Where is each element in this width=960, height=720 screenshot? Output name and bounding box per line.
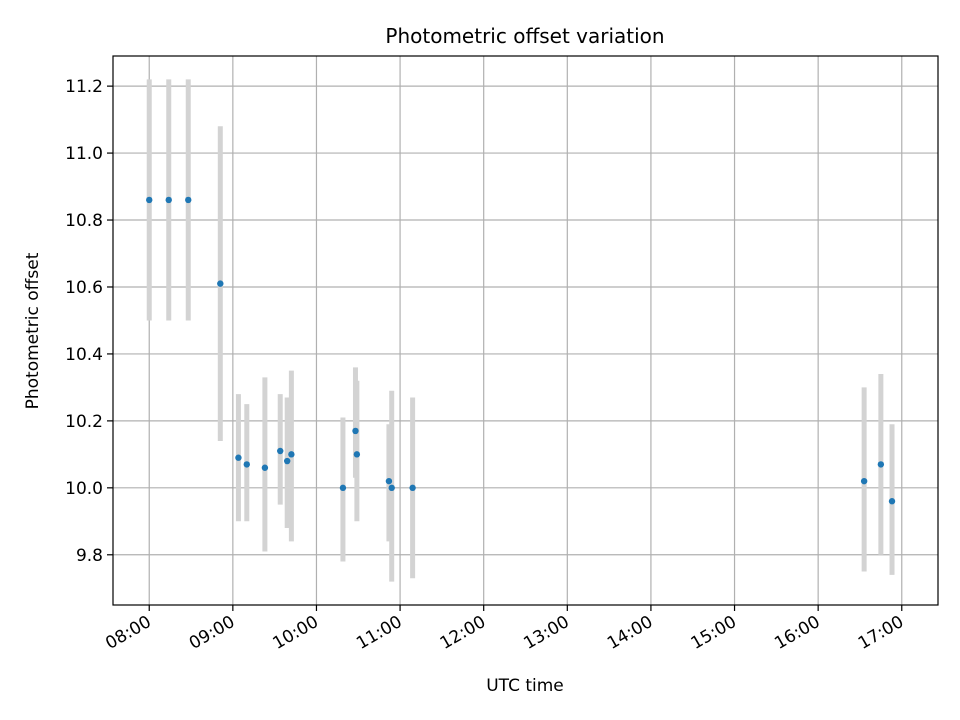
y-axis-label: Photometric offset [23,252,43,409]
data-point [235,454,242,461]
data-point [243,461,250,468]
x-axis-label: UTC time [486,676,564,696]
data-point [877,461,885,468]
data-point [409,484,416,492]
data-point [288,451,295,458]
data-point [353,451,361,458]
data-point [385,477,393,485]
y-tick-label: 9.8 [76,546,103,566]
y-tick-label: 11.2 [65,77,103,97]
y-tick-label: 10.0 [65,479,103,499]
data-point [165,196,172,204]
data-point [185,196,192,204]
data-point [261,464,269,471]
y-axis-ticks: 9.8 10.0 10.2 10.4 10.6 10.8 11.0 11.2 [65,77,113,566]
data-point [146,196,153,204]
chart-title: Photometric offset variation [385,24,664,48]
data-points [146,196,896,505]
data-point [352,427,359,435]
y-tick-label: 10.4 [65,345,103,365]
y-tick-label: 10.8 [65,211,103,231]
grid [113,56,938,605]
data-point [888,498,896,505]
plot-frame [112,55,939,606]
y-tick-label: 10.2 [65,412,103,432]
y-tick-label: 11.0 [65,144,103,164]
data-point [339,484,347,492]
data-point [277,447,284,455]
y-tick-label: 10.6 [65,278,103,298]
data-point [283,457,291,465]
data-point [217,280,224,287]
data-point [860,477,868,485]
data-point [388,484,395,492]
